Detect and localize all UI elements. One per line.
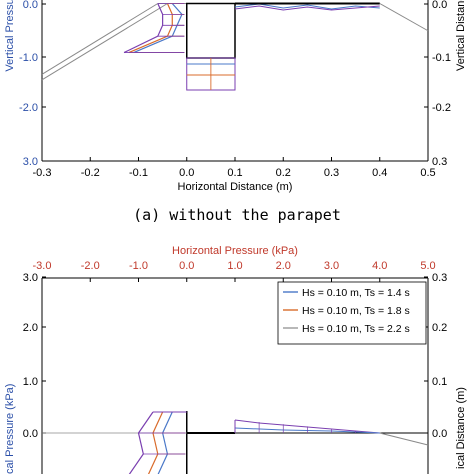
x-tick-label-a: 0.0 xyxy=(179,167,194,179)
x2-tick-label-b: -1.0 xyxy=(129,260,148,272)
front-pressure-profile xyxy=(123,3,164,54)
front-pressure-profile-b xyxy=(157,411,173,474)
caption-a: (a) without the parapet xyxy=(133,206,341,224)
x-tick-label-a: 0.2 xyxy=(276,167,291,179)
rubble-slope-line xyxy=(41,3,168,81)
rubble-slope-line xyxy=(41,3,159,75)
front-pressure-profile-b xyxy=(147,411,164,474)
front-pressure-profile-b xyxy=(128,411,154,474)
y-left-tick-label-a: 3.0 xyxy=(23,156,38,168)
x2-tick-label-b: 5.0 xyxy=(420,260,435,272)
front-pressure-profile xyxy=(133,3,183,54)
y-right-tick-label-a: 0.0 xyxy=(432,0,447,11)
caisson-body xyxy=(186,2,236,59)
x-tick-label-a: 0.4 xyxy=(372,167,387,179)
y-left-tick-label-a: -1.0 xyxy=(19,52,38,64)
y-left-axis-title-b: ical Pressure (kPa) xyxy=(4,384,16,474)
y-right-tick-label-a: -0.1 xyxy=(432,52,451,64)
y-right-tick-label-a: 0.3 xyxy=(432,156,447,168)
y-left-tick-label-a: 0.0 xyxy=(23,0,38,11)
rubble-slope-line xyxy=(379,3,429,32)
y-right-tick-label-a: -0.2 xyxy=(432,102,451,114)
x2-tick-label-b: -2.0 xyxy=(81,260,100,272)
y-left-tick-label-a: -2.0 xyxy=(19,102,38,114)
x2-tick-label-b: 0.0 xyxy=(179,260,194,272)
legend-entry-label: Hs = 0.10 m, Ts = 2.2 s xyxy=(302,323,410,335)
y-right-tick-label-b: 0.3 xyxy=(432,272,447,284)
x2-tick-label-b: -3.0 xyxy=(33,260,52,272)
deck-pressure-profile xyxy=(234,5,380,11)
y-right-axis-title-a: Vertical Distance xyxy=(455,0,467,71)
y-left-tick-label-b: 3.0 xyxy=(23,272,38,284)
x-tick-label-a: -0.2 xyxy=(81,167,100,179)
x-tick-label-a: -0.1 xyxy=(129,167,148,179)
y-left-tick-label-b: 2.0 xyxy=(23,322,38,334)
x2-tick-label-b: 3.0 xyxy=(324,260,339,272)
x2-tick-label-b: 1.0 xyxy=(227,260,242,272)
x-tick-label-a: 0.1 xyxy=(227,167,242,179)
x2-tick-label-b: 4.0 xyxy=(372,260,387,272)
x-axis-title-a: Horizontal Distance (m) xyxy=(178,181,293,193)
legend-box xyxy=(277,281,427,345)
rubble-slope-line-b xyxy=(379,432,429,446)
x2-tick-label-b: 2.0 xyxy=(276,260,291,272)
x2-axis-title-b: Horizontal Pressure (kPa) xyxy=(172,245,298,257)
x-tick-label-a: -0.3 xyxy=(33,167,52,179)
y-right-tick-label-b: 0.1 xyxy=(432,376,447,388)
y-right-axis-title-b: ical Distance (m) xyxy=(455,387,467,469)
x-tick-label-a: 0.5 xyxy=(420,167,435,179)
y-left-tick-label-b: 1.0 xyxy=(23,376,38,388)
y-right-tick-label-b: 0.2 xyxy=(432,322,447,334)
y-right-tick-label-b: 0.0 xyxy=(432,428,447,440)
x-tick-label-a: 0.3 xyxy=(324,167,339,179)
legend-entry-label: Hs = 0.10 m, Ts = 1.8 s xyxy=(302,305,410,317)
y-left-tick-label-b: 0.0 xyxy=(23,428,38,440)
y-left-axis-title-a: Vertical Pressure xyxy=(4,0,16,72)
legend-entry-label: Hs = 0.10 m, Ts = 1.4 s xyxy=(302,287,410,299)
